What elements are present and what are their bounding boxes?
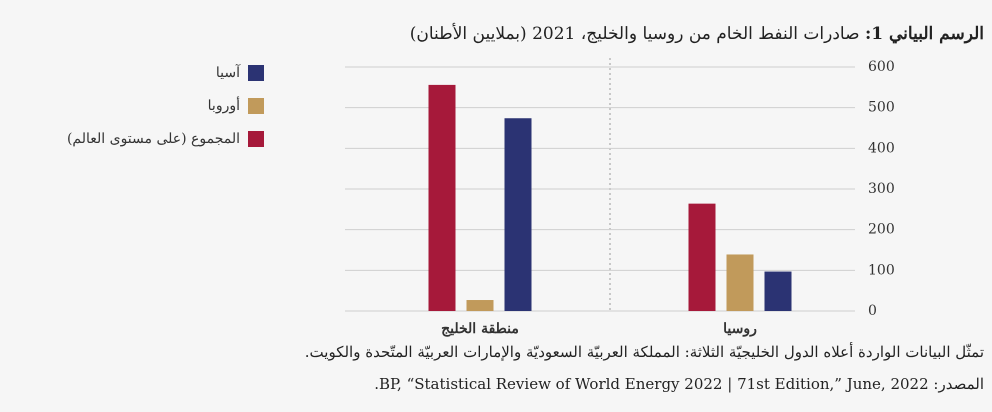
x-tick-label: روسيا xyxy=(723,321,757,337)
y-tick-label: 0 xyxy=(868,303,877,319)
y-tick-label: 100 xyxy=(868,262,895,278)
x-tick-label: منطقة الخليج xyxy=(441,321,519,337)
title-text: صادرات النفط الخام من روسيا والخليج، 202… xyxy=(409,24,860,44)
y-tick-label: 300 xyxy=(868,181,895,197)
y-tick-label: 200 xyxy=(868,222,895,238)
bar xyxy=(688,203,716,311)
chart-title: الرسم البياني 1: صادرات النفط الخام من ر… xyxy=(410,24,984,44)
source: المصدر: BP, “Statistical Review of World… xyxy=(374,375,984,393)
bar xyxy=(428,84,456,311)
legend-swatch xyxy=(248,98,264,114)
y-tick-label: 500 xyxy=(868,100,895,116)
legend-label: المجموع (على مستوى العالم) xyxy=(67,131,240,147)
legend-label: أوروبا xyxy=(208,95,240,114)
bar xyxy=(764,271,792,311)
bar xyxy=(466,300,494,311)
note: تمثّل البيانات الواردة أعلاه الدول الخلي… xyxy=(304,343,984,361)
legend-swatch xyxy=(248,65,264,81)
legend-swatch xyxy=(248,131,264,147)
bar xyxy=(726,254,754,311)
bar xyxy=(504,118,532,312)
y-tick-label: 400 xyxy=(868,140,895,156)
legend-label: آسيا xyxy=(216,63,241,81)
y-tick-label: 600 xyxy=(868,59,895,75)
title-label: الرسم البياني 1: xyxy=(864,24,984,44)
